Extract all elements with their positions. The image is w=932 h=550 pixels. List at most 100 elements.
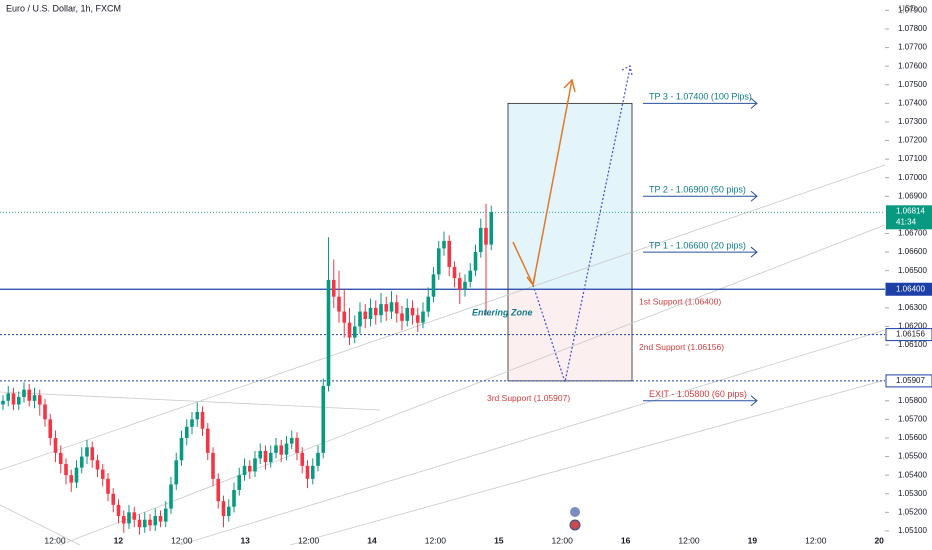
candle-body: [321, 385, 326, 453]
candle-body: [331, 279, 336, 297]
candle-body: [6, 393, 11, 401]
candle-body: [200, 411, 205, 429]
candle-body: [263, 450, 268, 463]
candle-body: [226, 506, 231, 517]
x-tick-label: 12:00: [678, 535, 700, 545]
candle-body: [373, 307, 378, 316]
price-badge: [885, 374, 932, 388]
x-tick-label: 19: [748, 535, 758, 545]
chart-title: Euro / U.S. Dollar, 1h, FXCM: [6, 3, 121, 13]
candle-body: [11, 393, 16, 405]
candle-body: [337, 296, 341, 312]
candle-body: [400, 313, 404, 321]
axis: 1.07900 1.07800 1.07700 1.07600 1.07500 1.074…: [44, 6, 932, 545]
y-tick-label: 1.06100: [898, 340, 927, 349]
candle-body: [22, 389, 26, 398]
arrow-head: [563, 78, 576, 93]
y-tick-label: 1.06500: [898, 266, 927, 275]
price-lines: [0, 211, 885, 382]
event-icon: [569, 519, 581, 531]
y-tick-label: 1.06600: [898, 247, 927, 256]
candle-body: [205, 428, 210, 453]
candle-body: [127, 512, 131, 524]
candle-body: [16, 397, 21, 405]
y-tick-label: 1.05200: [898, 507, 927, 516]
entry-label: Entering Zone: [472, 307, 533, 317]
candle-body: [415, 315, 420, 323]
candle-body: [111, 493, 116, 505]
candle-body: [295, 437, 299, 453]
channel-line: [0, 504, 81, 546]
candle-body: [121, 516, 126, 524]
candle-body: [457, 278, 462, 290]
price-axis: [885, 0, 932, 550]
last-price-badge: [886, 205, 932, 230]
candle-body: [394, 302, 399, 314]
x-tick-label: 12:00: [552, 535, 574, 545]
candle-body: [363, 311, 368, 319]
channel-line: [289, 379, 886, 546]
candle-body: [153, 516, 158, 526]
x-tick-label: 12:00: [44, 535, 66, 545]
candle-body: [58, 452, 63, 464]
candle-body: [384, 304, 389, 312]
y-tick-label: 1.06900: [898, 191, 927, 200]
candle-body: [358, 311, 362, 327]
channel-line: [0, 391, 381, 411]
candle-body: [53, 437, 58, 453]
target-label: EXIT - 1.05800 (60 pips): [649, 389, 747, 399]
x-tick-label: 12: [114, 535, 124, 545]
y-tick-label: 1.05500: [898, 452, 927, 461]
y-tick-label: 1.07200: [898, 136, 927, 145]
candle-body: [473, 252, 478, 271]
support-label: 3rd Support (1.05907): [487, 393, 570, 403]
candle-body: [289, 437, 294, 444]
candle-body: [100, 469, 105, 479]
x-tick-label: 20: [874, 535, 884, 545]
last-price-label: 1.06814: [896, 206, 925, 215]
candle-body: [48, 419, 53, 438]
candle-body: [148, 519, 152, 526]
candle-body: [274, 445, 278, 453]
candle-body: [116, 504, 121, 517]
candle-body: [310, 465, 315, 479]
price-badge: [885, 328, 932, 342]
support-label: 1st Support (1.06400): [639, 296, 721, 306]
target-label: TP 2 - 1.06900 (50 pips): [649, 185, 746, 195]
candle-body: [179, 437, 184, 461]
candle-body: [190, 419, 194, 427]
candle-body: [221, 501, 226, 517]
candle-body: [43, 404, 47, 420]
y-tick-label: 1.05100: [898, 526, 927, 535]
candle-body: [463, 281, 467, 290]
channel-line: [179, 329, 886, 546]
channel-line: [59, 224, 886, 546]
y-tick-label: 1.07600: [898, 61, 927, 70]
y-tick-label: 1.06200: [898, 322, 927, 331]
x-tick-label: 12:00: [425, 535, 447, 545]
candle-body: [468, 270, 473, 282]
x-tick-label: 12:00: [805, 535, 827, 545]
candle-body: [216, 478, 221, 502]
candle-body: [431, 274, 436, 297]
candle-body: [37, 395, 42, 405]
x-tick-label: 14: [367, 535, 377, 545]
candle-body: [268, 452, 273, 463]
candle-body: [132, 512, 137, 520]
event-icons: [569, 507, 581, 531]
y-tick-label: 1.07900: [898, 6, 927, 15]
candle-body: [163, 508, 168, 522]
zone: [508, 103, 632, 290]
candle-body: [253, 458, 257, 472]
candle-body: [452, 266, 457, 279]
candle-body: [174, 460, 179, 485]
candle-body: [279, 445, 284, 455]
countdown: 41:34: [896, 217, 917, 226]
y-tick-label: 1.07300: [898, 117, 927, 126]
y-tick-label: 1.07800: [898, 24, 927, 33]
price-badge-label: 1.06400: [896, 284, 925, 293]
y-tick-label: 1.07500: [898, 80, 927, 89]
annotations: TP 3 - 1.07400 (100 Pips) TP 2 - 1.06900 …: [487, 92, 758, 407]
y-tick-label: 1.07000: [898, 173, 927, 182]
